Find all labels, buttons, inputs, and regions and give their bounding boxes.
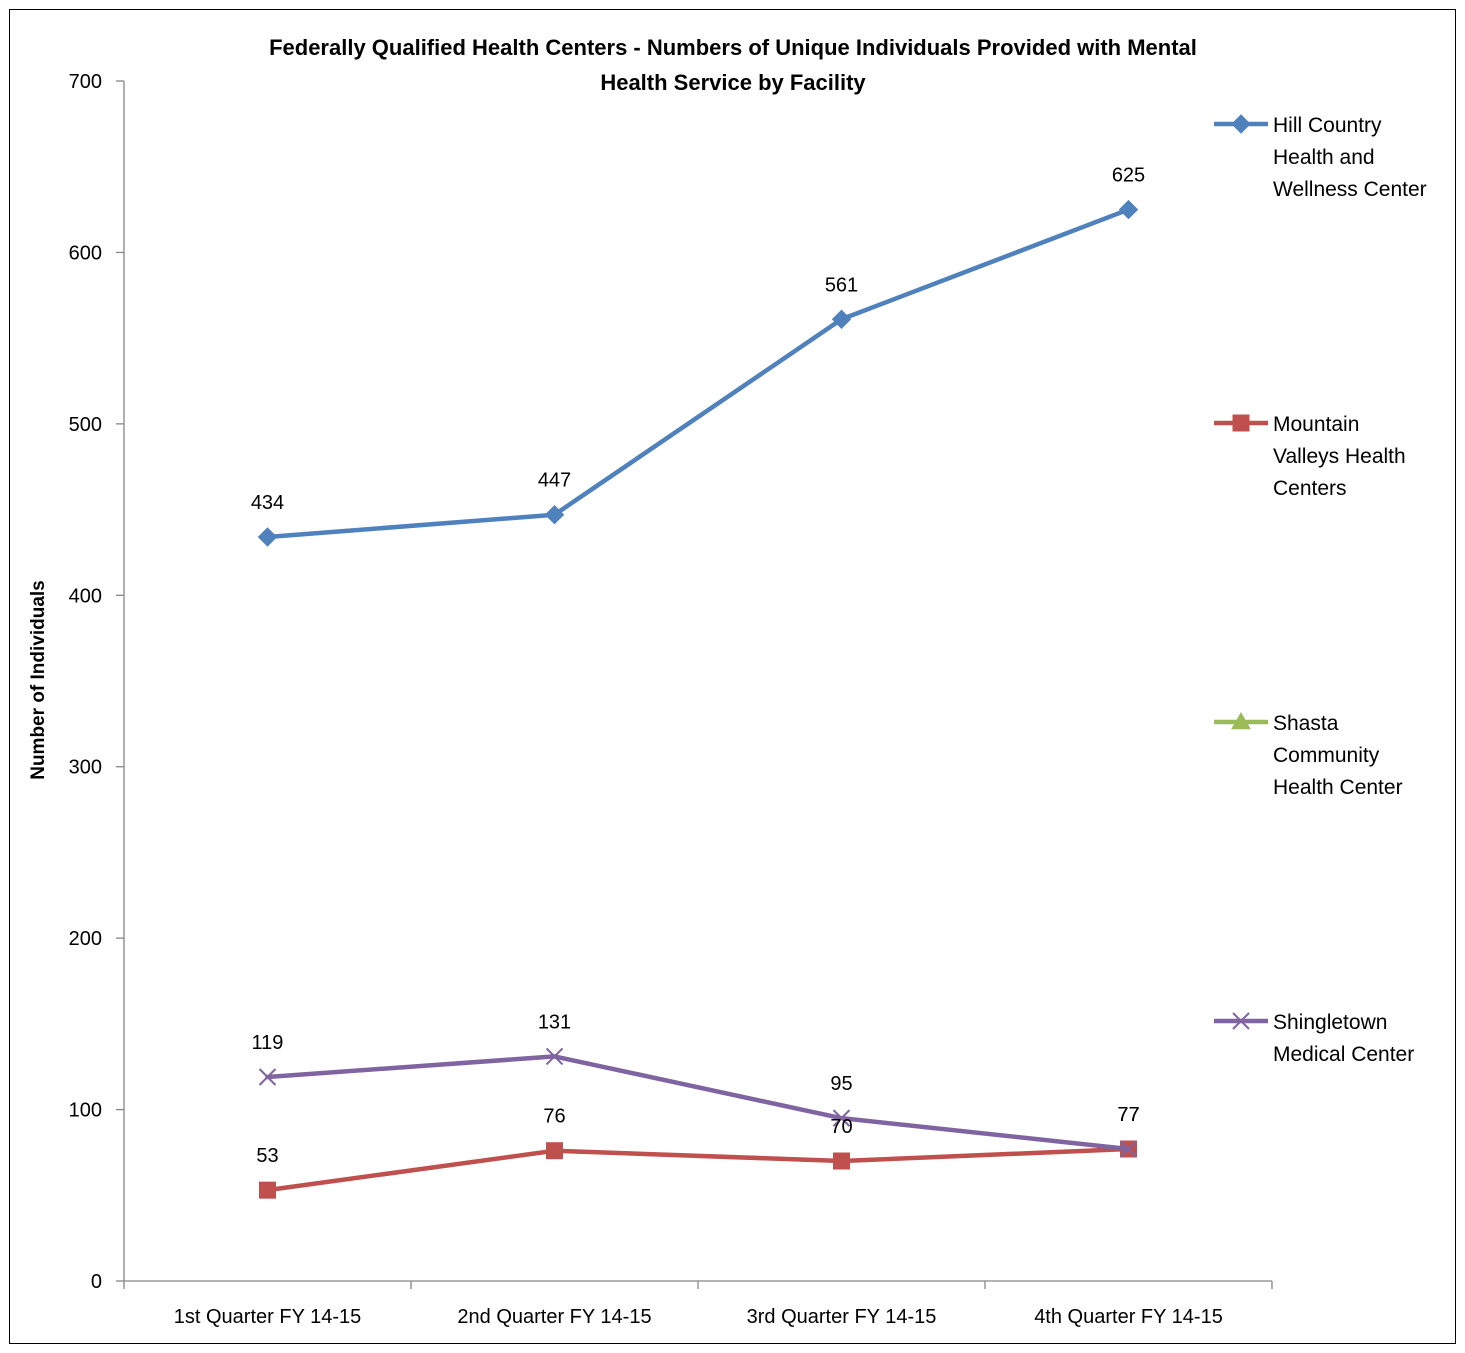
x-tick-label: 4th Quarter FY 14-15 xyxy=(1034,1306,1223,1328)
chart-frame xyxy=(9,9,1456,1344)
series-group xyxy=(257,199,1139,1199)
legend-marker xyxy=(1232,1012,1250,1030)
legend-marker xyxy=(1231,114,1251,134)
data-label: 53 xyxy=(256,1145,278,1167)
y-tick-label: 600 xyxy=(69,242,102,264)
y-tick-label: 300 xyxy=(69,757,102,779)
chart-title-line-1: Federally Qualified Health Centers - Num… xyxy=(269,35,1197,60)
legend-marker xyxy=(1232,414,1250,432)
x-tick-label: 3rd Quarter FY 14-15 xyxy=(747,1306,937,1328)
legend-label: Shasta xyxy=(1273,712,1339,735)
marker-stroke xyxy=(1232,1012,1250,1030)
legend-marker xyxy=(1231,711,1251,730)
legend-label: Health Center xyxy=(1273,776,1403,799)
series-mountain-valleys-health-centers xyxy=(259,1140,1137,1199)
legend-item-hill-country-health-and-wellness-center: Hill Country Health and Wellness Center xyxy=(1214,114,1427,201)
data-point-marker xyxy=(1118,199,1139,220)
legend-label: Hill Country xyxy=(1273,114,1382,137)
series-hill-country-health-and-wellness-center xyxy=(257,199,1139,547)
data-label: 625 xyxy=(1112,165,1145,187)
marker-stroke xyxy=(832,1109,851,1127)
data-label: 561 xyxy=(825,274,858,296)
y-tick-label: 500 xyxy=(69,414,102,436)
legend-label: Community xyxy=(1273,744,1380,767)
data-point-marker xyxy=(258,1068,277,1086)
data-point-marker xyxy=(831,309,852,329)
marker-stroke xyxy=(258,1068,277,1086)
legend-label: Mountain xyxy=(1273,413,1359,436)
data-point-marker xyxy=(544,505,565,525)
data-point-marker xyxy=(545,1047,564,1066)
y-axis-label: Number of Individuals xyxy=(28,580,49,780)
y-tick-label: 0 xyxy=(91,1271,102,1293)
x-tick-label: 1st Quarter FY 14-15 xyxy=(174,1306,362,1328)
data-label: 119 xyxy=(252,1032,284,1054)
data-label: 70 xyxy=(830,1116,852,1138)
legend-label: Wellness Center xyxy=(1273,178,1427,201)
data-label: 434 xyxy=(251,492,284,514)
y-tick-label: 200 xyxy=(69,928,102,950)
data-label: 77 xyxy=(1117,1104,1139,1126)
x-tick-label: 2nd Quarter FY 14-15 xyxy=(457,1306,651,1328)
series-line xyxy=(265,1054,1131,1152)
axes: 0 100 200 300 400 500 600 700 1st Quarter FY 14-… xyxy=(69,71,1273,1328)
y-tick-label: 700 xyxy=(69,71,102,93)
marker-stroke xyxy=(545,1047,564,1066)
data-label: 131 xyxy=(538,1011,571,1033)
data-label: 95 xyxy=(830,1073,852,1095)
data-point-marker xyxy=(833,1152,850,1170)
legend-label: Shingletown xyxy=(1273,1011,1387,1034)
legend-label: Valleys Health xyxy=(1273,445,1406,468)
series-line xyxy=(265,207,1131,540)
data-point-marker xyxy=(259,1181,276,1199)
legend-label: Health and xyxy=(1273,146,1375,169)
legend-label: Medical Center xyxy=(1273,1043,1414,1066)
data-point-marker xyxy=(257,527,278,547)
series-shingletown-medical-center xyxy=(258,1047,1138,1158)
data-point-marker xyxy=(546,1142,563,1160)
data-label: 447 xyxy=(538,470,571,492)
marker-stroke xyxy=(1119,1140,1138,1158)
series-line xyxy=(265,1146,1131,1193)
chart-title-line-2: Health Service by Facility xyxy=(600,70,866,95)
legend-item-shingletown-medical-center: Shingletown Medical Center xyxy=(1214,1011,1414,1066)
data-label: 77 xyxy=(1117,1104,1139,1126)
chart-title: Federally Qualified Health Centers - Num… xyxy=(269,35,1197,95)
y-tick-label: 100 xyxy=(69,1100,102,1122)
data-label: 76 xyxy=(543,1106,565,1128)
data-point-marker xyxy=(1119,1140,1138,1158)
legend-label: Centers xyxy=(1273,477,1347,500)
y-tick-label: 400 xyxy=(69,585,102,607)
data-point-marker xyxy=(832,1109,851,1127)
legend-item-mountain-valleys-health-centers: Mountain Valleys Health Centers xyxy=(1214,413,1406,500)
legend-item-shasta-community-health-center: Shasta Community Health Center xyxy=(1214,711,1403,799)
legend: Hill Country Health and Wellness Center Mou… xyxy=(1214,114,1427,1066)
